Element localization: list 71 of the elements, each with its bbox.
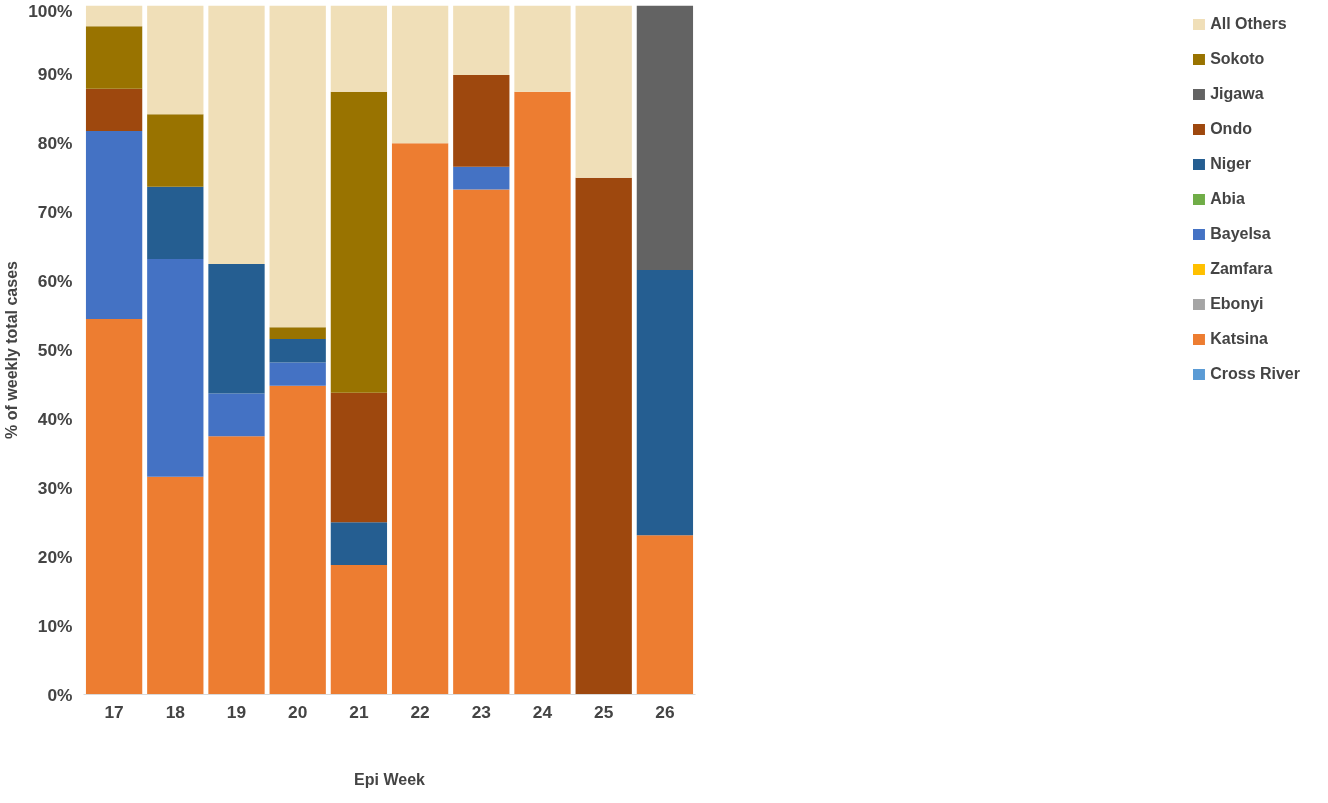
- x-tick-label: 21: [349, 701, 369, 722]
- x-tick-label: 17: [104, 701, 124, 722]
- legend-label: Cross River: [1210, 365, 1300, 383]
- legend-label: Abia: [1210, 190, 1245, 208]
- legend-label: Niger: [1210, 155, 1252, 173]
- y-tick-label: 0%: [47, 684, 73, 705]
- y-tick-label: 80%: [37, 133, 73, 154]
- x-tick-label: 18: [165, 701, 186, 722]
- bar: [208, 5, 265, 264]
- bar: [330, 392, 388, 523]
- bar: [636, 5, 694, 271]
- x-tick-label: 22: [410, 701, 430, 722]
- bar: [330, 91, 388, 393]
- legend-label: Ebonyi: [1210, 295, 1264, 313]
- bar: [330, 5, 388, 92]
- x-axis-title: Epi Week: [354, 770, 426, 788]
- y-tick-label: 10%: [37, 615, 73, 636]
- bar: [147, 186, 204, 260]
- bar: [514, 5, 571, 92]
- y-tick-label: 90%: [37, 64, 73, 85]
- bar: [208, 436, 265, 695]
- y-tick-label: 50%: [37, 340, 73, 360]
- y-tick-label: 20%: [37, 546, 73, 567]
- legend-label: Jigawa: [1210, 85, 1264, 103]
- bar: [269, 362, 326, 386]
- bar: [269, 385, 326, 695]
- bar: [147, 476, 204, 695]
- bar: [147, 259, 204, 477]
- bar: [636, 270, 694, 536]
- legend-label: Zamfara: [1210, 260, 1273, 278]
- bar: [330, 522, 388, 565]
- bar: [453, 75, 510, 167]
- bar: [330, 564, 388, 695]
- y-tick-label: 60%: [37, 271, 73, 292]
- y-tick-label: 70%: [37, 202, 73, 223]
- bar: [147, 5, 204, 115]
- y-tick-label: 100%: [28, 0, 73, 21]
- bar: [269, 338, 326, 363]
- bar: [575, 177, 632, 695]
- bar: [85, 318, 143, 695]
- y-axis-title: % of weekly total cases: [3, 260, 21, 439]
- bar: [85, 88, 143, 131]
- bar: [575, 5, 632, 178]
- bar: [208, 393, 265, 437]
- bar: [453, 166, 510, 190]
- legend-label: Sokoto: [1210, 50, 1265, 68]
- y-tick-label: 30%: [37, 477, 73, 498]
- y-tick-label: 40%: [37, 408, 73, 429]
- bar: [636, 535, 694, 695]
- legend-label: Katsina: [1210, 330, 1268, 348]
- x-tick-label: 26: [655, 701, 675, 722]
- x-tick-label: 23: [471, 701, 492, 722]
- legend-label: All Others: [1210, 15, 1287, 33]
- bar: [453, 5, 510, 76]
- x-tick-label: 20: [288, 701, 308, 722]
- x-tick-label: 25: [594, 701, 614, 722]
- legend-label: Ondo: [1210, 120, 1252, 138]
- bar: [85, 5, 143, 27]
- bar: [391, 143, 449, 695]
- bar: [391, 5, 449, 144]
- bar: [453, 189, 510, 695]
- bar: [514, 91, 571, 695]
- bar: [269, 5, 326, 328]
- x-tick-label: 19: [226, 701, 247, 722]
- bar: [85, 130, 143, 319]
- bar: [269, 327, 326, 339]
- x-tick-label: 24: [532, 701, 553, 722]
- bar: [147, 114, 204, 187]
- legend-label: Bayelsa: [1210, 225, 1271, 243]
- bar: [85, 26, 143, 89]
- bar: [208, 263, 265, 394]
